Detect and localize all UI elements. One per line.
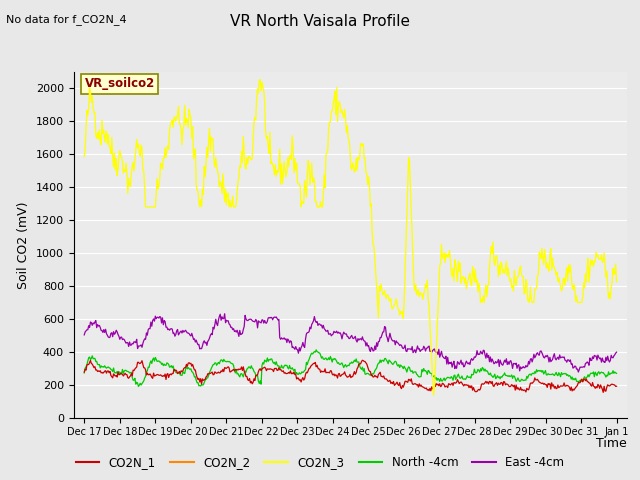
Y-axis label: Soil CO2 (mV): Soil CO2 (mV): [17, 201, 30, 288]
Text: VR_soilco2: VR_soilco2: [84, 77, 155, 90]
Text: No data for f_CO2N_4: No data for f_CO2N_4: [6, 14, 127, 25]
Text: Time: Time: [596, 437, 627, 450]
Legend: CO2N_1, CO2N_2, CO2N_3, North -4cm, East -4cm: CO2N_1, CO2N_2, CO2N_3, North -4cm, East…: [71, 452, 569, 474]
Text: VR North Vaisala Profile: VR North Vaisala Profile: [230, 14, 410, 29]
